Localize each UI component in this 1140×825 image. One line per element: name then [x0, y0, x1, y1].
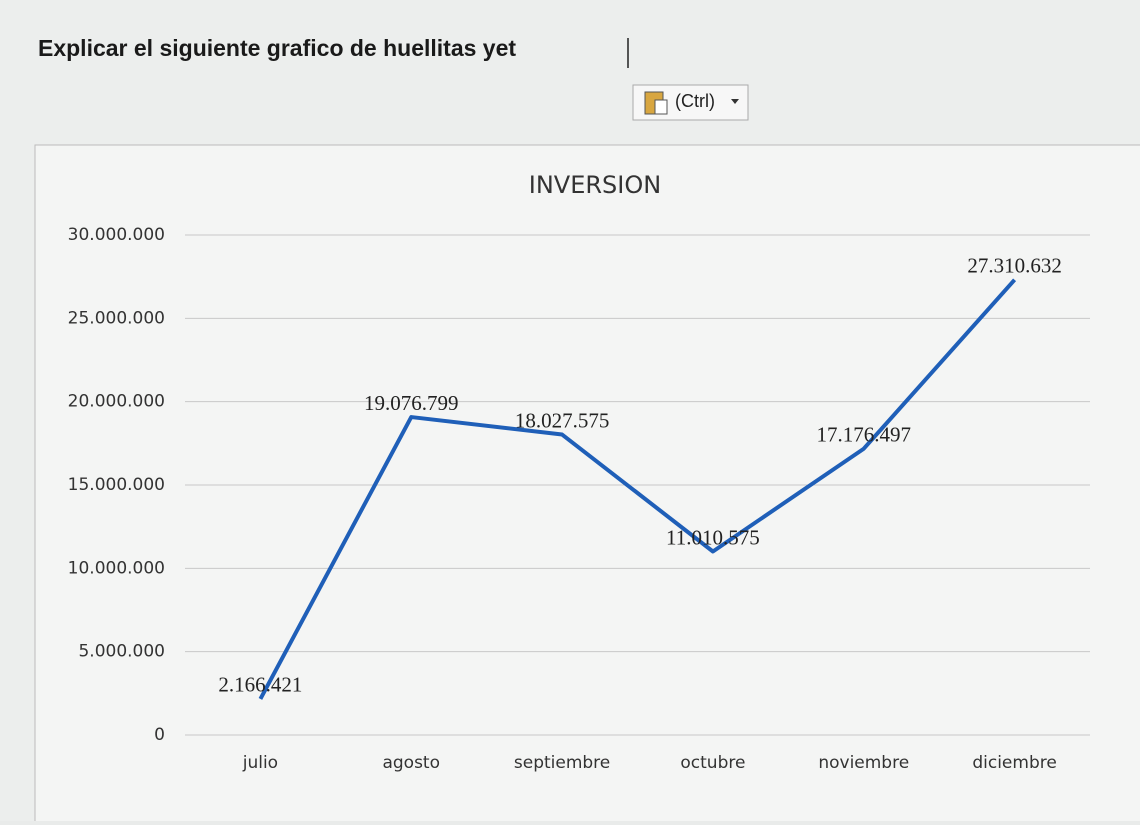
clipboard-page [654, 99, 668, 115]
x-tick-label: noviembre [818, 753, 909, 773]
data-label: 18.027.575 [515, 408, 610, 432]
y-tick-label: 15.000.000 [68, 475, 165, 495]
data-label: 11.010.575 [666, 525, 760, 549]
y-tick-label: 25.000.000 [68, 308, 165, 328]
y-tick-label: 10.000.000 [68, 558, 165, 578]
x-tick-label: octubre [680, 753, 745, 773]
data-label: 17.176.497 [817, 423, 912, 447]
data-label: 19.076.799 [364, 391, 459, 415]
paste-options[interactable]: (Ctrl) [632, 84, 749, 121]
x-tick-label: agosto [382, 753, 440, 773]
data-line [258, 278, 1017, 700]
x-tick-label: julio [242, 753, 278, 773]
paste-label: (Ctrl) [675, 91, 715, 111]
y-tick-label: 5.000.000 [78, 642, 165, 662]
data-label: 2.166.421 [218, 673, 302, 697]
data-label: 27.310.632 [967, 254, 1062, 278]
x-tick-label: diciembre [972, 753, 1056, 773]
dropdown-arrow [731, 99, 739, 104]
chart-area [34, 144, 1140, 825]
document-text: Explicar el siguiente grafico de huellit… [38, 35, 516, 61]
chart-title: INVERSION [529, 171, 661, 199]
x-tick-label: septiembre [514, 753, 610, 773]
y-tick-label: 30.000.000 [68, 225, 165, 245]
y-tick-label: 20.000.000 [68, 392, 165, 412]
y-tick-label: 0 [154, 725, 165, 745]
